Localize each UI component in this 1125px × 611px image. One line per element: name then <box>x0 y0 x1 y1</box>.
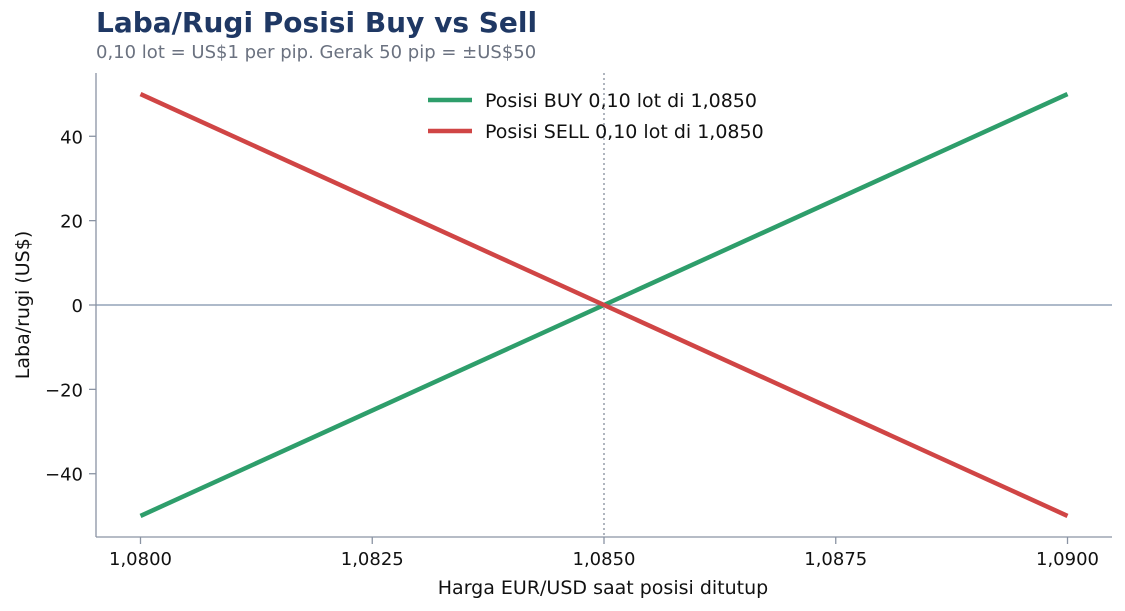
y-tick-label: −40 <box>45 465 83 486</box>
x-axis-ticks: 1,0800 1,0825 1,0850 1,0875 1,0900 <box>109 537 1099 570</box>
chart-title: Laba/Rugi Posisi Buy vs Sell <box>96 6 538 39</box>
series-lines <box>139 92 1069 518</box>
sell-series-line <box>139 92 1069 518</box>
y-tick-label: −20 <box>45 380 83 401</box>
y-tick-label: 0 <box>72 296 83 317</box>
y-axis-label: Laba/rugi (US$) <box>12 231 34 379</box>
x-axis-label: Harga EUR/USD saat posisi ditutup <box>438 577 768 599</box>
legend-label: Posisi BUY 0,10 lot di 1,0850 <box>485 90 757 112</box>
x-tick-label: 1,0825 <box>341 549 404 570</box>
y-tick-label: 20 <box>60 212 83 233</box>
y-tick-label: 40 <box>60 127 83 148</box>
x-tick-label: 1,0800 <box>109 549 172 570</box>
y-axis-ticks: 40 20 0 −20 −40 <box>45 127 96 486</box>
x-tick-label: 1,0875 <box>804 549 867 570</box>
x-tick-label: 1,0900 <box>1036 549 1099 570</box>
legend: Posisi BUY 0,10 lot di 1,0850 Posisi SELL… <box>428 90 764 143</box>
x-tick-label: 1,0850 <box>573 549 636 570</box>
chart-subtitle: 0,10 lot = US$1 per pip. Gerak 50 pip = … <box>96 42 537 63</box>
legend-label: Posisi SELL 0,10 lot di 1,0850 <box>485 121 764 143</box>
